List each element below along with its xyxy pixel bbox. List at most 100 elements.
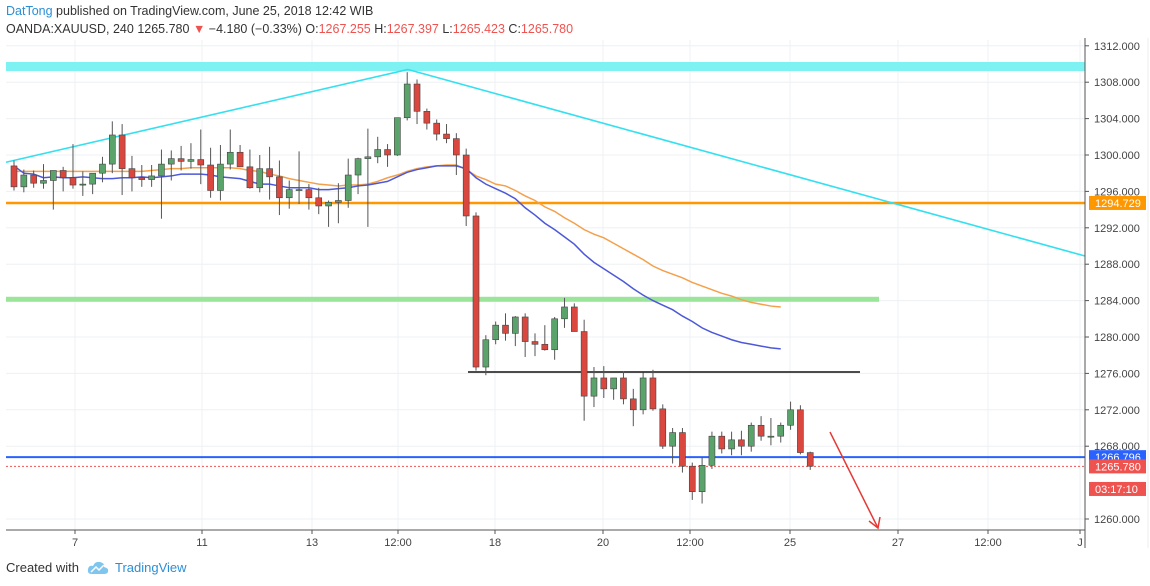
- candle-body: [315, 197, 323, 207]
- candle: [413, 79, 421, 125]
- price-label-text: 03:17:10: [1095, 484, 1138, 496]
- candle: [305, 184, 313, 210]
- price-tick-label: 1296.000: [1094, 186, 1140, 198]
- candle: [767, 417, 775, 446]
- fast-moving-average: [13, 165, 781, 350]
- candle-body: [325, 202, 332, 207]
- tradingview-brand[interactable]: TradingView: [114, 560, 187, 575]
- candle-body: [728, 439, 735, 450]
- candle-body: [118, 134, 126, 169]
- forecast-arrow-line: [829, 431, 879, 529]
- candle-body: [354, 158, 362, 176]
- candle-body: [433, 122, 440, 135]
- candle-body: [649, 377, 657, 410]
- candle: [462, 148, 470, 226]
- candle-body: [403, 83, 411, 118]
- symbol-line: OANDA:XAUUSD, 240 1265.780 ▼ −4.180 (−0.…: [6, 21, 573, 37]
- price-label-bg: [1089, 459, 1146, 474]
- candle: [787, 401, 794, 430]
- time-tick-label: 13: [306, 537, 318, 549]
- price-label-text: 1265.780: [1095, 461, 1141, 473]
- candle-body: [531, 341, 539, 345]
- candle: [433, 119, 440, 141]
- candle: [266, 146, 273, 200]
- candle-body: [610, 377, 617, 390]
- last-price: 1265.780: [137, 22, 190, 36]
- change-down-icon: ▼: [192, 22, 206, 36]
- candle: [50, 170, 57, 210]
- candle: [325, 200, 332, 227]
- candle-body: [659, 408, 667, 447]
- candles: [10, 72, 814, 504]
- candle: [226, 129, 234, 170]
- candle-body: [148, 175, 155, 180]
- candle: [354, 157, 362, 195]
- candle: [521, 313, 529, 358]
- candle: [423, 108, 431, 130]
- candle: [118, 124, 126, 196]
- candle-body: [374, 149, 382, 158]
- candle-body: [639, 377, 647, 411]
- time-axis-labels: 7 11 13 12:00 18 20 12:00 25 27 12:00 J: [72, 530, 1083, 549]
- candle: [443, 124, 450, 144]
- low-label: L:: [442, 22, 453, 36]
- candle: [728, 431, 735, 456]
- candle: [718, 431, 726, 454]
- candle-body: [305, 189, 313, 199]
- candle-body: [344, 174, 352, 201]
- candle-body: [472, 215, 480, 368]
- candle: [580, 319, 588, 421]
- candle: [148, 165, 155, 187]
- candle: [10, 160, 18, 191]
- candle: [669, 428, 676, 464]
- candle-body: [443, 133, 450, 139]
- candle: [128, 155, 136, 192]
- candle-body: [629, 398, 637, 411]
- change-value: −4.180 (−0.33%): [208, 22, 302, 36]
- candle-body: [561, 306, 568, 320]
- candle: [285, 180, 293, 209]
- candle: [747, 422, 755, 452]
- price-tick-label: 1284.000: [1094, 296, 1140, 308]
- candle: [236, 144, 244, 168]
- candle-body: [10, 165, 18, 188]
- high-value: 1267.397: [386, 22, 439, 36]
- candle: [177, 145, 185, 171]
- candle: [403, 72, 411, 121]
- price-tick-label: 1312.000: [1094, 41, 1140, 53]
- candle-body: [246, 166, 254, 189]
- candle: [492, 321, 499, 345]
- chart-header: DatTong published on TradingView.com, Ju…: [6, 3, 373, 19]
- candle-body: [20, 174, 28, 188]
- candle-body: [797, 409, 804, 453]
- candle: [561, 297, 568, 328]
- candle: [659, 404, 667, 449]
- candle: [698, 457, 706, 504]
- price-label-box: 1294.729: [1089, 195, 1146, 210]
- price-tick-label: 1276.000: [1094, 368, 1140, 380]
- candle: [167, 150, 175, 181]
- candle: [109, 121, 116, 174]
- time-tick-label: 7: [72, 537, 78, 549]
- time-tick-label: J: [1077, 537, 1083, 549]
- candle-body: [207, 164, 214, 191]
- resistance-zone: [6, 62, 1085, 71]
- open-value: 1267.255: [318, 22, 371, 36]
- candle-body: [138, 177, 146, 180]
- candle-body: [571, 306, 578, 332]
- candle: [777, 422, 785, 443]
- candle-body: [109, 134, 116, 165]
- candle: [797, 405, 804, 455]
- candle-body: [757, 424, 765, 437]
- trend-line-down: [407, 68, 1086, 257]
- candle: [806, 451, 814, 470]
- candle-body: [718, 435, 726, 450]
- candle-body: [580, 331, 588, 397]
- candle-body: [551, 318, 558, 351]
- price-tick-label: 1272.000: [1094, 405, 1140, 417]
- candle: [757, 416, 765, 441]
- candle-body: [767, 435, 775, 438]
- author-name[interactable]: DatTong: [6, 4, 53, 18]
- candle: [344, 158, 352, 208]
